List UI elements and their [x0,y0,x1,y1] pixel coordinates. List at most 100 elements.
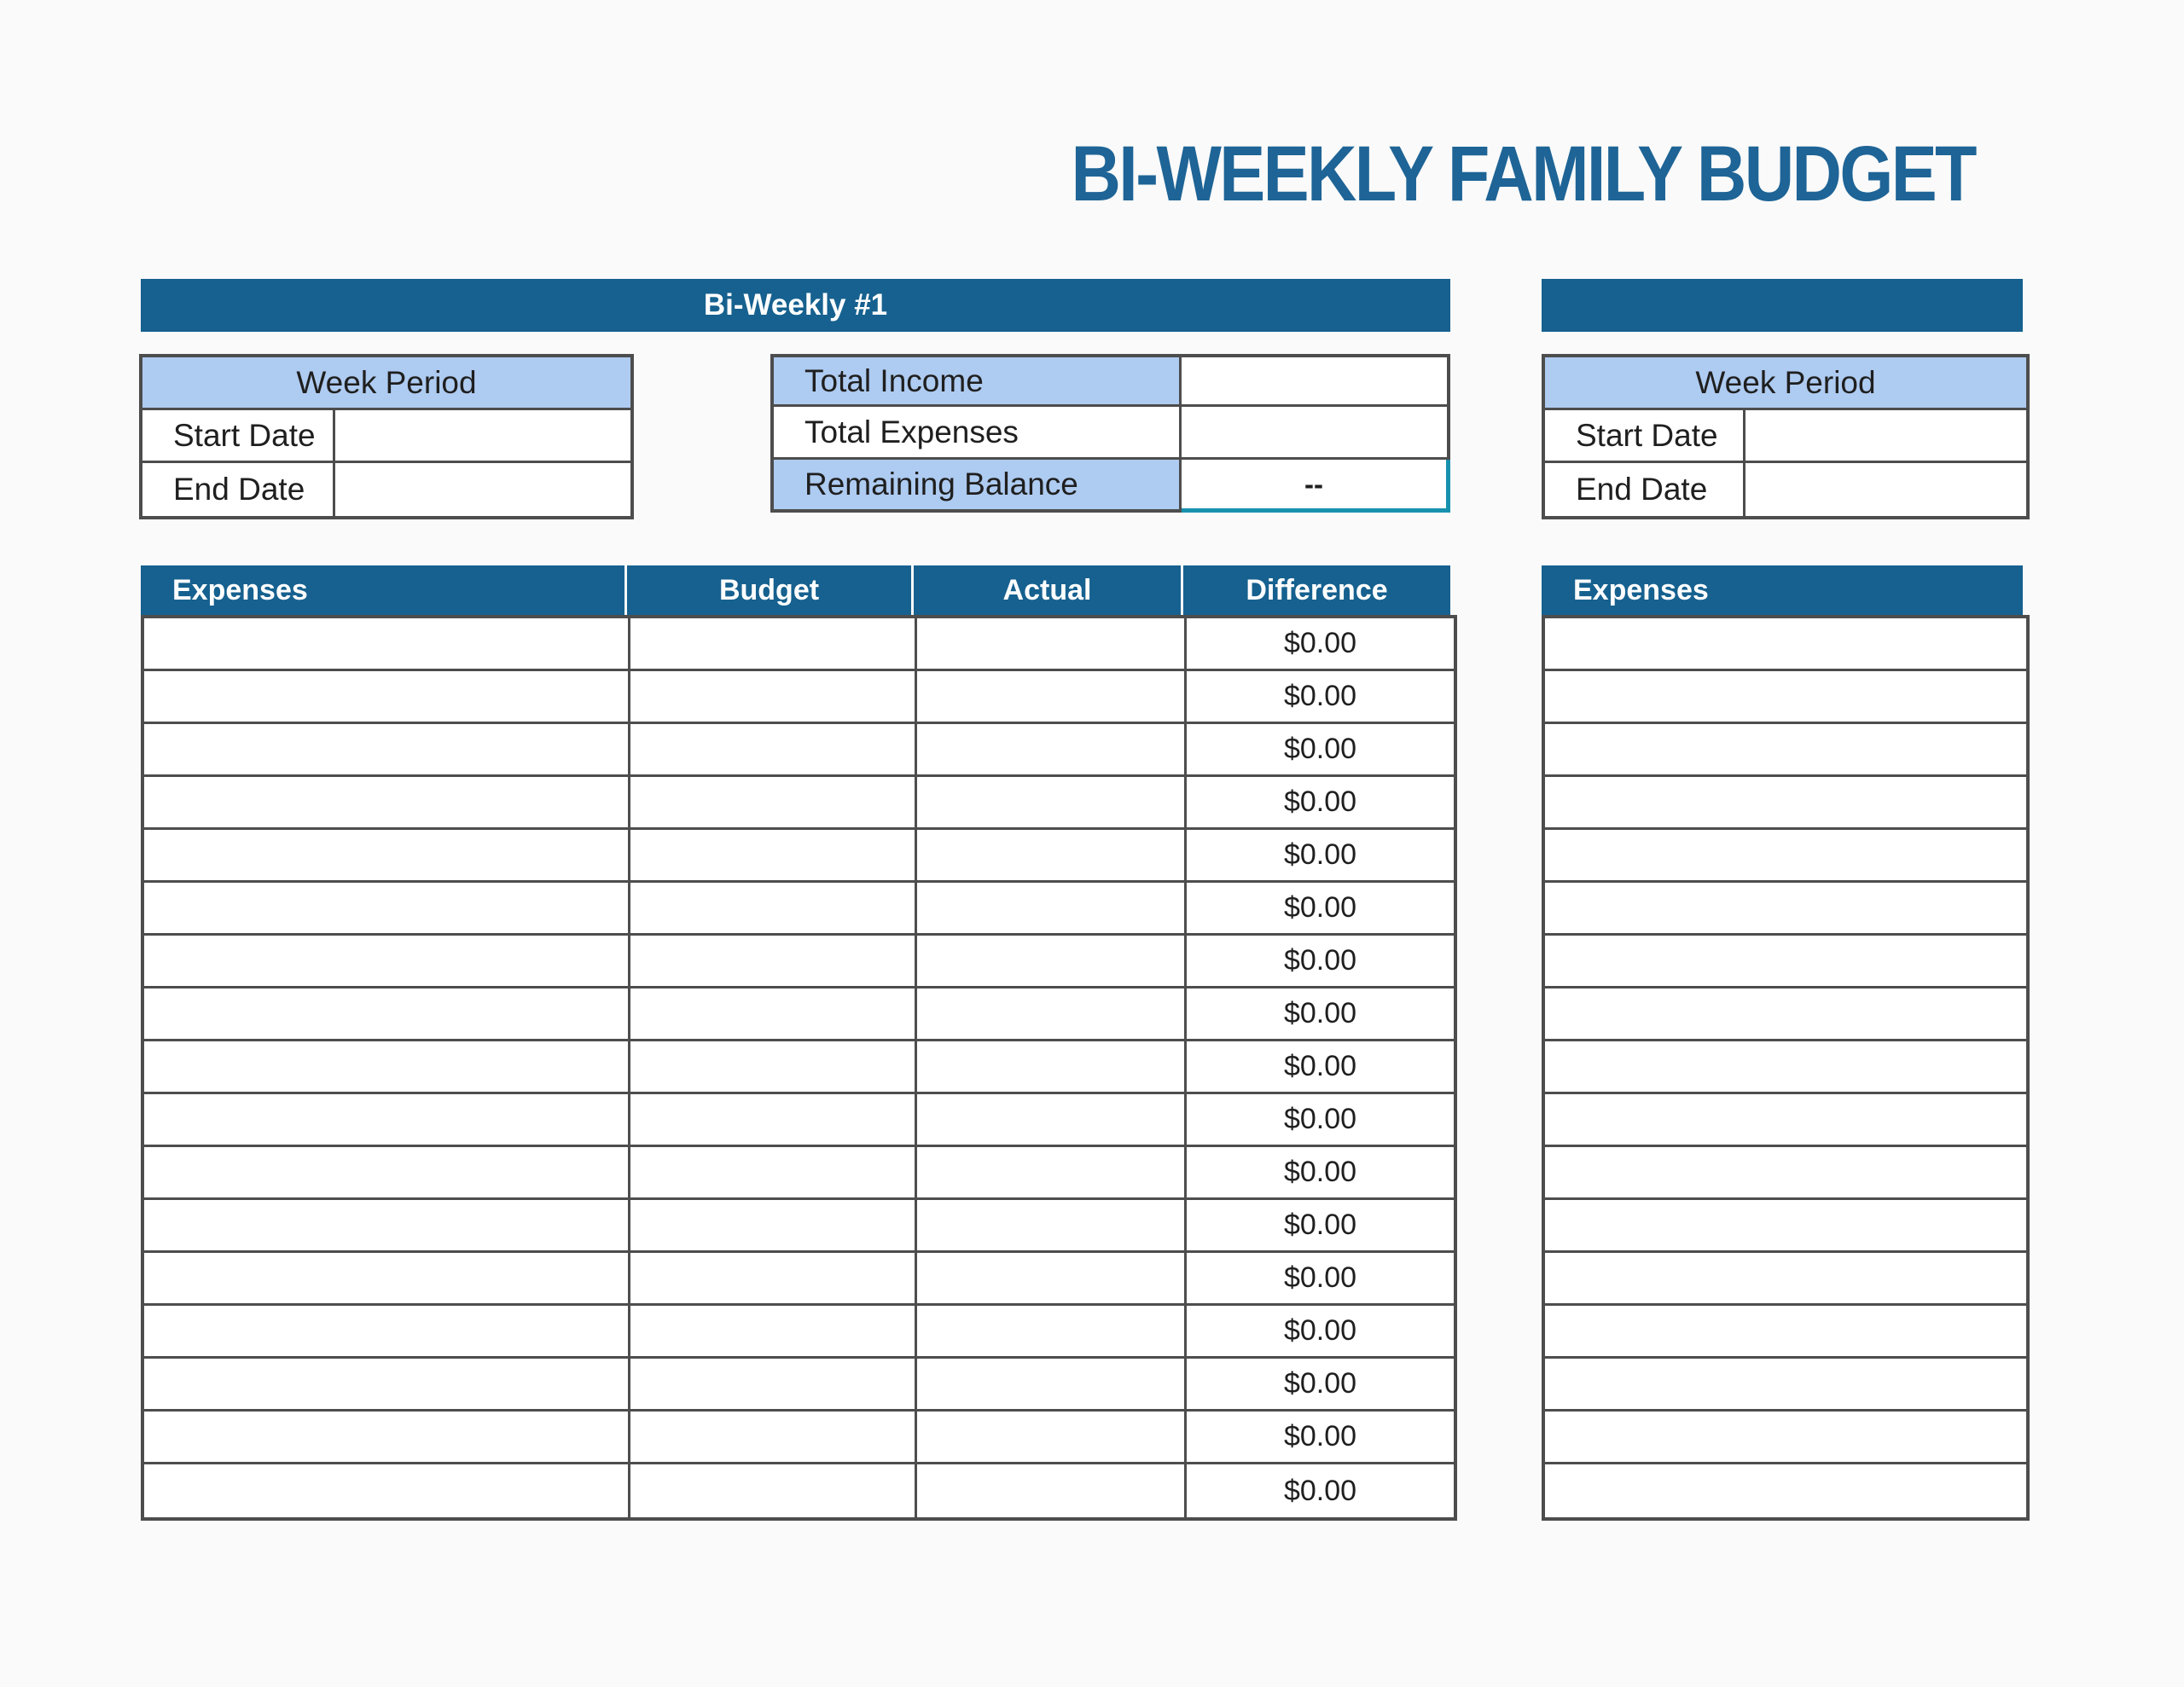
difference-cell[interactable]: $0.00 [1187,1412,1454,1464]
start-date-value-cell[interactable] [335,410,630,463]
expense-cell[interactable] [1545,830,2026,883]
actual-cell[interactable] [917,618,1187,671]
difference-cell[interactable]: $0.00 [1187,1306,1454,1359]
actual-cell[interactable] [917,1464,1187,1517]
budget-cell[interactable] [630,1041,917,1094]
expense-cell[interactable] [144,936,630,988]
budget-cell[interactable] [630,1359,917,1412]
expense-cell[interactable] [144,1412,630,1464]
budget-cell[interactable] [630,936,917,988]
expense-cell[interactable] [144,1306,630,1359]
budget-cell[interactable] [630,724,917,777]
expense-cell[interactable] [1545,988,2026,1041]
actual-cell[interactable] [917,1253,1187,1306]
table-row [1545,1412,2026,1464]
expense-cell[interactable] [1545,1200,2026,1253]
budget-cell[interactable] [630,1147,917,1200]
difference-cell[interactable]: $0.00 [1187,671,1454,724]
budget-cell[interactable] [630,1306,917,1359]
difference-cell[interactable]: $0.00 [1187,777,1454,830]
week-period-table: Week Period Start Date End Date [139,354,634,519]
expense-cell[interactable] [1545,1094,2026,1147]
expense-cell[interactable] [1545,1041,2026,1094]
expense-cell[interactable] [1545,936,2026,988]
actual-cell[interactable] [917,1200,1187,1253]
expense-cell[interactable] [1545,618,2026,671]
expense-cell[interactable] [144,1094,630,1147]
remaining-balance-value-cell[interactable]: -- [1182,460,1450,513]
expense-cell[interactable] [144,1041,630,1094]
end-date-value-cell[interactable] [1745,463,2026,516]
actual-cell[interactable] [917,1094,1187,1147]
actual-cell[interactable] [917,936,1187,988]
actual-cell[interactable] [917,1412,1187,1464]
expense-cell[interactable] [144,1464,630,1517]
actual-cell[interactable] [917,1306,1187,1359]
budget-cell[interactable] [630,1253,917,1306]
expense-cell[interactable] [144,618,630,671]
expense-cell[interactable] [144,1200,630,1253]
difference-cell[interactable]: $0.00 [1187,1200,1454,1253]
difference-cell[interactable]: $0.00 [1187,1253,1454,1306]
expense-cell[interactable] [144,830,630,883]
start-date-value-cell[interactable] [1745,410,2026,463]
expense-cell[interactable] [144,1253,630,1306]
total-income-value-cell[interactable] [1182,354,1450,407]
budget-cell[interactable] [630,988,917,1041]
difference-cell[interactable]: $0.00 [1187,1147,1454,1200]
expenses-column-header: Expenses [141,565,627,615]
budget-cell[interactable] [630,830,917,883]
expense-cell[interactable] [1545,1306,2026,1359]
table-row: $0.00 [144,618,1454,671]
difference-cell[interactable]: $0.00 [1187,1041,1454,1094]
expense-cell[interactable] [1545,724,2026,777]
expense-cell[interactable] [1545,671,2026,724]
actual-cell[interactable] [917,1359,1187,1412]
difference-cell[interactable]: $0.00 [1187,724,1454,777]
difference-cell[interactable]: $0.00 [1187,883,1454,936]
actual-cell[interactable] [917,1147,1187,1200]
budget-cell[interactable] [630,777,917,830]
actual-cell[interactable] [917,724,1187,777]
total-expenses-value-cell[interactable] [1182,407,1450,460]
budget-cell[interactable] [630,1464,917,1517]
difference-cell[interactable]: $0.00 [1187,1359,1454,1412]
actual-cell[interactable] [917,671,1187,724]
table-row [1545,988,2026,1041]
difference-cell[interactable]: $0.00 [1187,936,1454,988]
expense-cell[interactable] [1545,1147,2026,1200]
budget-cell[interactable] [630,1412,917,1464]
budget-cell[interactable] [630,1200,917,1253]
table-row: $0.00 [144,1306,1454,1359]
table-row: $0.00 [144,1147,1454,1200]
budget-cell[interactable] [630,618,917,671]
actual-cell[interactable] [917,988,1187,1041]
difference-cell[interactable]: $0.00 [1187,1464,1454,1517]
actual-cell[interactable] [917,883,1187,936]
expense-cell[interactable] [144,777,630,830]
expense-cell[interactable] [144,988,630,1041]
actual-cell[interactable] [917,830,1187,883]
budget-cell[interactable] [630,883,917,936]
expense-cell[interactable] [1545,883,2026,936]
actual-cell[interactable] [917,1041,1187,1094]
expense-cell[interactable] [1545,1253,2026,1306]
budget-cell[interactable] [630,671,917,724]
actual-cell[interactable] [917,777,1187,830]
expense-cell[interactable] [144,724,630,777]
expense-cell[interactable] [1545,1359,2026,1412]
difference-cell[interactable]: $0.00 [1187,1094,1454,1147]
expense-cell[interactable] [144,671,630,724]
budget-cell[interactable] [630,1094,917,1147]
expense-cell[interactable] [144,883,630,936]
expense-cell[interactable] [144,1147,630,1200]
end-date-value-cell[interactable] [335,463,630,516]
difference-cell[interactable]: $0.00 [1187,830,1454,883]
expense-cell[interactable] [1545,1464,2026,1517]
difference-cell[interactable]: $0.00 [1187,988,1454,1041]
expense-cell[interactable] [1545,777,2026,830]
difference-cell[interactable]: $0.00 [1187,618,1454,671]
expense-cell[interactable] [144,1359,630,1412]
expense-cell[interactable] [1545,1412,2026,1464]
table-row [1545,618,2026,671]
